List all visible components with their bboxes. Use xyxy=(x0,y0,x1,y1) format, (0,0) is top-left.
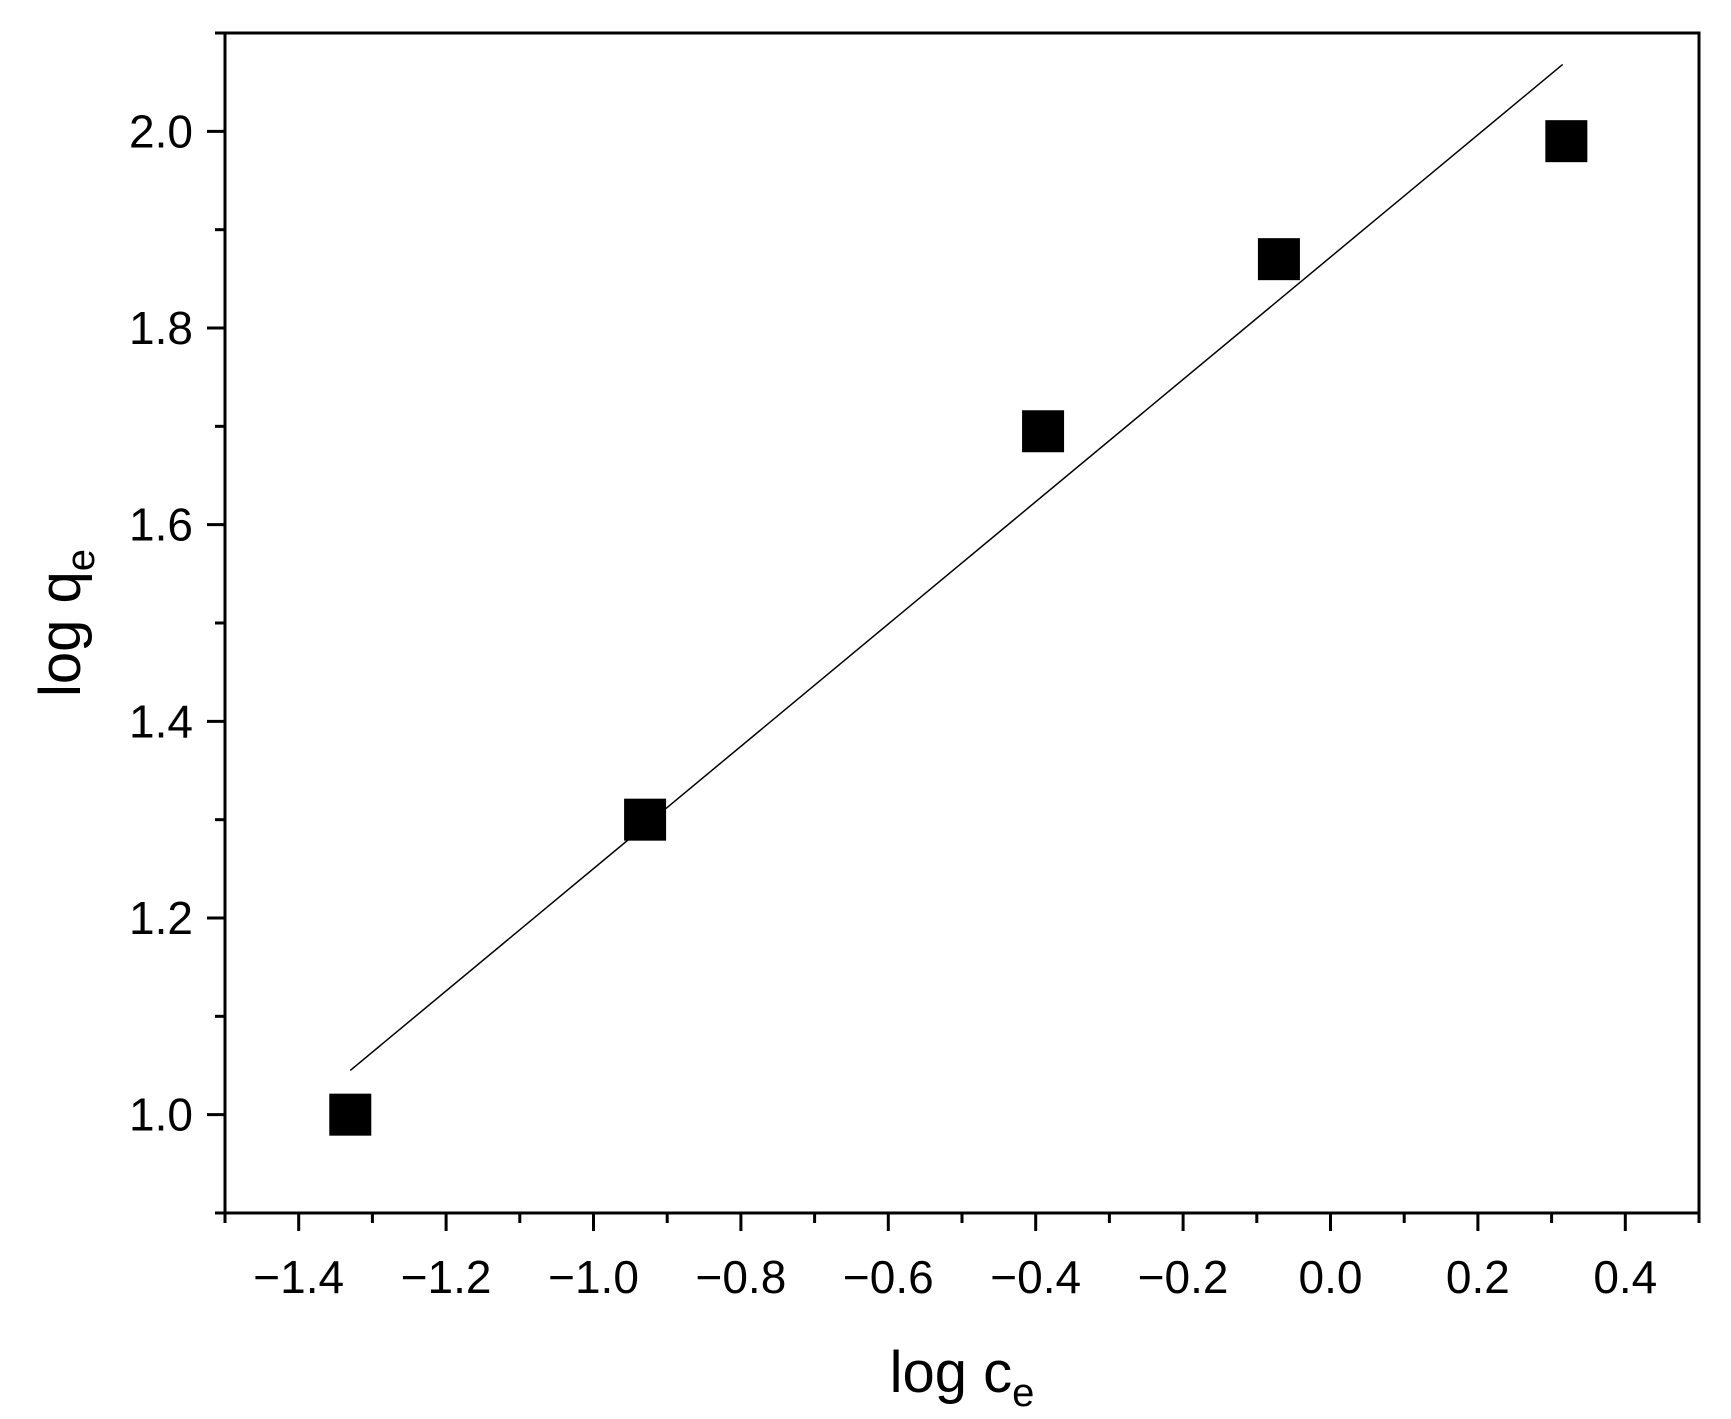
x-tick-label: −1.0 xyxy=(548,1251,639,1303)
x-tick-label: −0.8 xyxy=(695,1251,786,1303)
y-tick-label: 1.2 xyxy=(129,892,193,944)
x-tick-label: −1.2 xyxy=(401,1251,492,1303)
data-point xyxy=(624,798,667,841)
fit-line xyxy=(349,63,1564,1071)
y-axis-title-main: log q xyxy=(28,571,93,697)
x-ticks: −1.4 −1.2 −1.0 −0.8 −0.6 −0.4 −0.2 0.0 0.2 0.4 xyxy=(223,1213,1701,1303)
points-layer xyxy=(329,120,1588,1136)
y-axis-title: log qe xyxy=(28,549,103,697)
x-axis-title: log ce xyxy=(890,1340,1035,1415)
data-point xyxy=(1022,410,1065,453)
x-axis-title-subscript: e xyxy=(1012,1371,1034,1415)
x-tick-label: −0.6 xyxy=(843,1251,934,1303)
x-tick-label: −0.4 xyxy=(990,1251,1081,1303)
y-axis-title-subscript: e xyxy=(59,549,103,571)
y-ticks: 1.0 1.2 1.4 1.6 1.8 2.0 xyxy=(129,31,225,1215)
y-tick-label: 1.8 xyxy=(129,302,193,354)
data-point xyxy=(329,1093,372,1136)
data-point xyxy=(1545,120,1588,163)
plot-frame xyxy=(223,31,1701,1215)
x-tick-label: 0.4 xyxy=(1593,1251,1657,1303)
y-tick-label: 1.4 xyxy=(129,695,193,747)
x-tick-label: −1.4 xyxy=(253,1251,344,1303)
y-tick-label: 1.0 xyxy=(129,1089,193,1141)
y-tick-label: 2.0 xyxy=(129,105,193,157)
x-tick-label: 0.2 xyxy=(1446,1251,1510,1303)
y-tick-label: 1.6 xyxy=(129,499,193,551)
fit-layer xyxy=(349,63,1564,1071)
x-axis-title-main: log c xyxy=(890,1340,1013,1405)
x-tick-label: −0.2 xyxy=(1138,1251,1229,1303)
x-tick-label: 0.0 xyxy=(1299,1251,1363,1303)
data-point xyxy=(1257,238,1300,281)
